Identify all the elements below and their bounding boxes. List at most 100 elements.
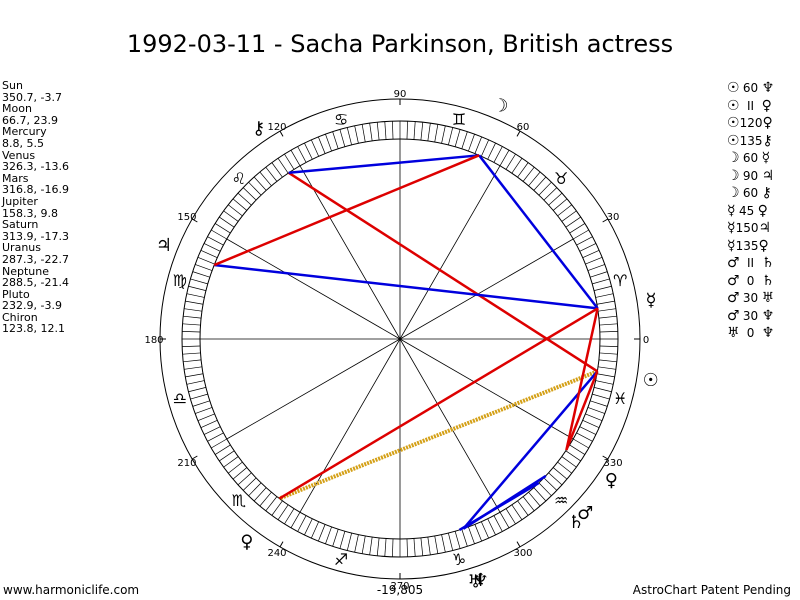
band-tick [183,315,202,319]
band-tick [271,500,283,516]
band-tick [223,456,239,468]
planet-name: Jupiter [2,194,38,208]
band-tick [599,331,618,333]
band-tick [197,413,215,421]
aspect-planet-glyph: ☉ [727,132,740,149]
band-tick [598,366,616,370]
band-tick [392,538,394,557]
band-tick [599,323,618,326]
band-tick [265,496,278,512]
aspect-angle: 135 [739,133,763,148]
band-tick [548,472,563,486]
planet-position: 123.8, 12.1 [2,322,65,336]
band-tick [290,150,301,166]
aspect-angle: 150 [735,221,759,235]
saturn-glyph: ♄ [568,512,584,533]
aspect-row: ☿ 45 ♀ [727,203,774,221]
band-tick [468,134,475,152]
band-tick [271,162,283,178]
aspect-angle: 120 [739,116,763,130]
cancer-glyph: ♋ [334,110,348,129]
band-tick [186,380,205,385]
aspect-row: ☿150♃ [727,220,774,238]
degree-label: 30 [607,212,620,223]
aspect-planet-glyph: ⚷ [762,132,773,149]
taurus-glyph: ♉ [554,169,568,188]
aspect-planet-glyph: ♃ [761,167,775,184]
degree-label: 150 [177,212,196,223]
band-tick [237,192,252,206]
band-tick [481,139,489,157]
planet-name: Pluto [2,287,30,301]
band-tick [582,420,600,428]
band-tick [227,204,243,217]
band-tick [259,491,272,507]
outer-tick [516,541,521,548]
band-tick [369,123,373,141]
band-tick [420,537,424,556]
jupiter-glyph: ♃ [156,235,172,256]
band-tick [304,142,313,160]
virgo-glyph: ♍ [173,271,187,290]
band-tick [599,345,618,347]
gemini-glyph: ♊ [452,110,466,129]
aspect-planet-glyph: ☿ [727,220,736,236]
mercury-glyph: ☿ [645,290,656,311]
planet-position: 313.9, -17.3 [2,229,69,243]
website-link[interactable]: www.harmoniclife.com [3,583,140,597]
aspect-line [462,474,547,530]
band-tick [593,285,612,291]
band-tick [557,461,573,474]
degree-label: 120 [267,122,286,133]
outer-tick [602,455,609,460]
band-tick [354,534,359,553]
patent-notice: AstroChart Patent Pending [632,583,791,597]
pisces-glyph: ♓ [613,389,627,408]
band-tick [493,515,503,532]
aspect-planet-glyph: ♀ [757,202,768,219]
aspect-row: ♂ II ♄ [727,255,774,273]
band-tick [219,216,235,228]
band-tick [579,426,597,435]
band-tick [595,380,614,385]
band-tick [599,352,618,355]
mars-glyph: ♂ [577,503,593,524]
band-tick [499,512,510,528]
planet-name: Mercury [2,125,47,139]
band-tick [190,393,208,400]
band-tick [186,293,205,298]
band-tick [561,210,577,222]
band-tick [265,166,278,182]
band-tick [582,250,600,258]
band-tick [339,531,346,549]
planet-position: 232.9, -3.9 [2,299,62,313]
aspect-planet-glyph: ♀ [758,237,769,254]
band-tick [441,534,446,553]
band-tick [587,264,605,271]
band-tick [517,162,529,178]
band-tick [232,467,248,480]
band-tick [552,198,568,211]
aspect-planet-glyph: ⚷ [761,185,772,201]
band-tick [406,121,408,140]
aspect-planet-glyph: ♂ [727,272,740,289]
aspect-row: ♂ 30 ♆ [727,308,774,326]
band-tick [207,432,224,442]
moon-glyph: ☽ [492,96,508,117]
band-tick [413,121,416,140]
spoke-line [399,165,501,340]
aspect-angle: 60 [742,151,759,165]
band-tick [384,538,387,557]
band-tick [211,438,227,449]
band-tick [565,450,581,462]
band-tick [533,487,547,502]
leo-glyph: ♌ [232,169,246,188]
aspect-planet-glyph: ♆ [761,325,775,341]
planet-name: Chiron [2,310,38,324]
band-tick [420,122,424,141]
aspect-line [288,154,480,175]
aspect-angle: 60 [742,186,759,200]
band-tick [576,236,593,246]
planet-name: Sun [2,79,23,92]
